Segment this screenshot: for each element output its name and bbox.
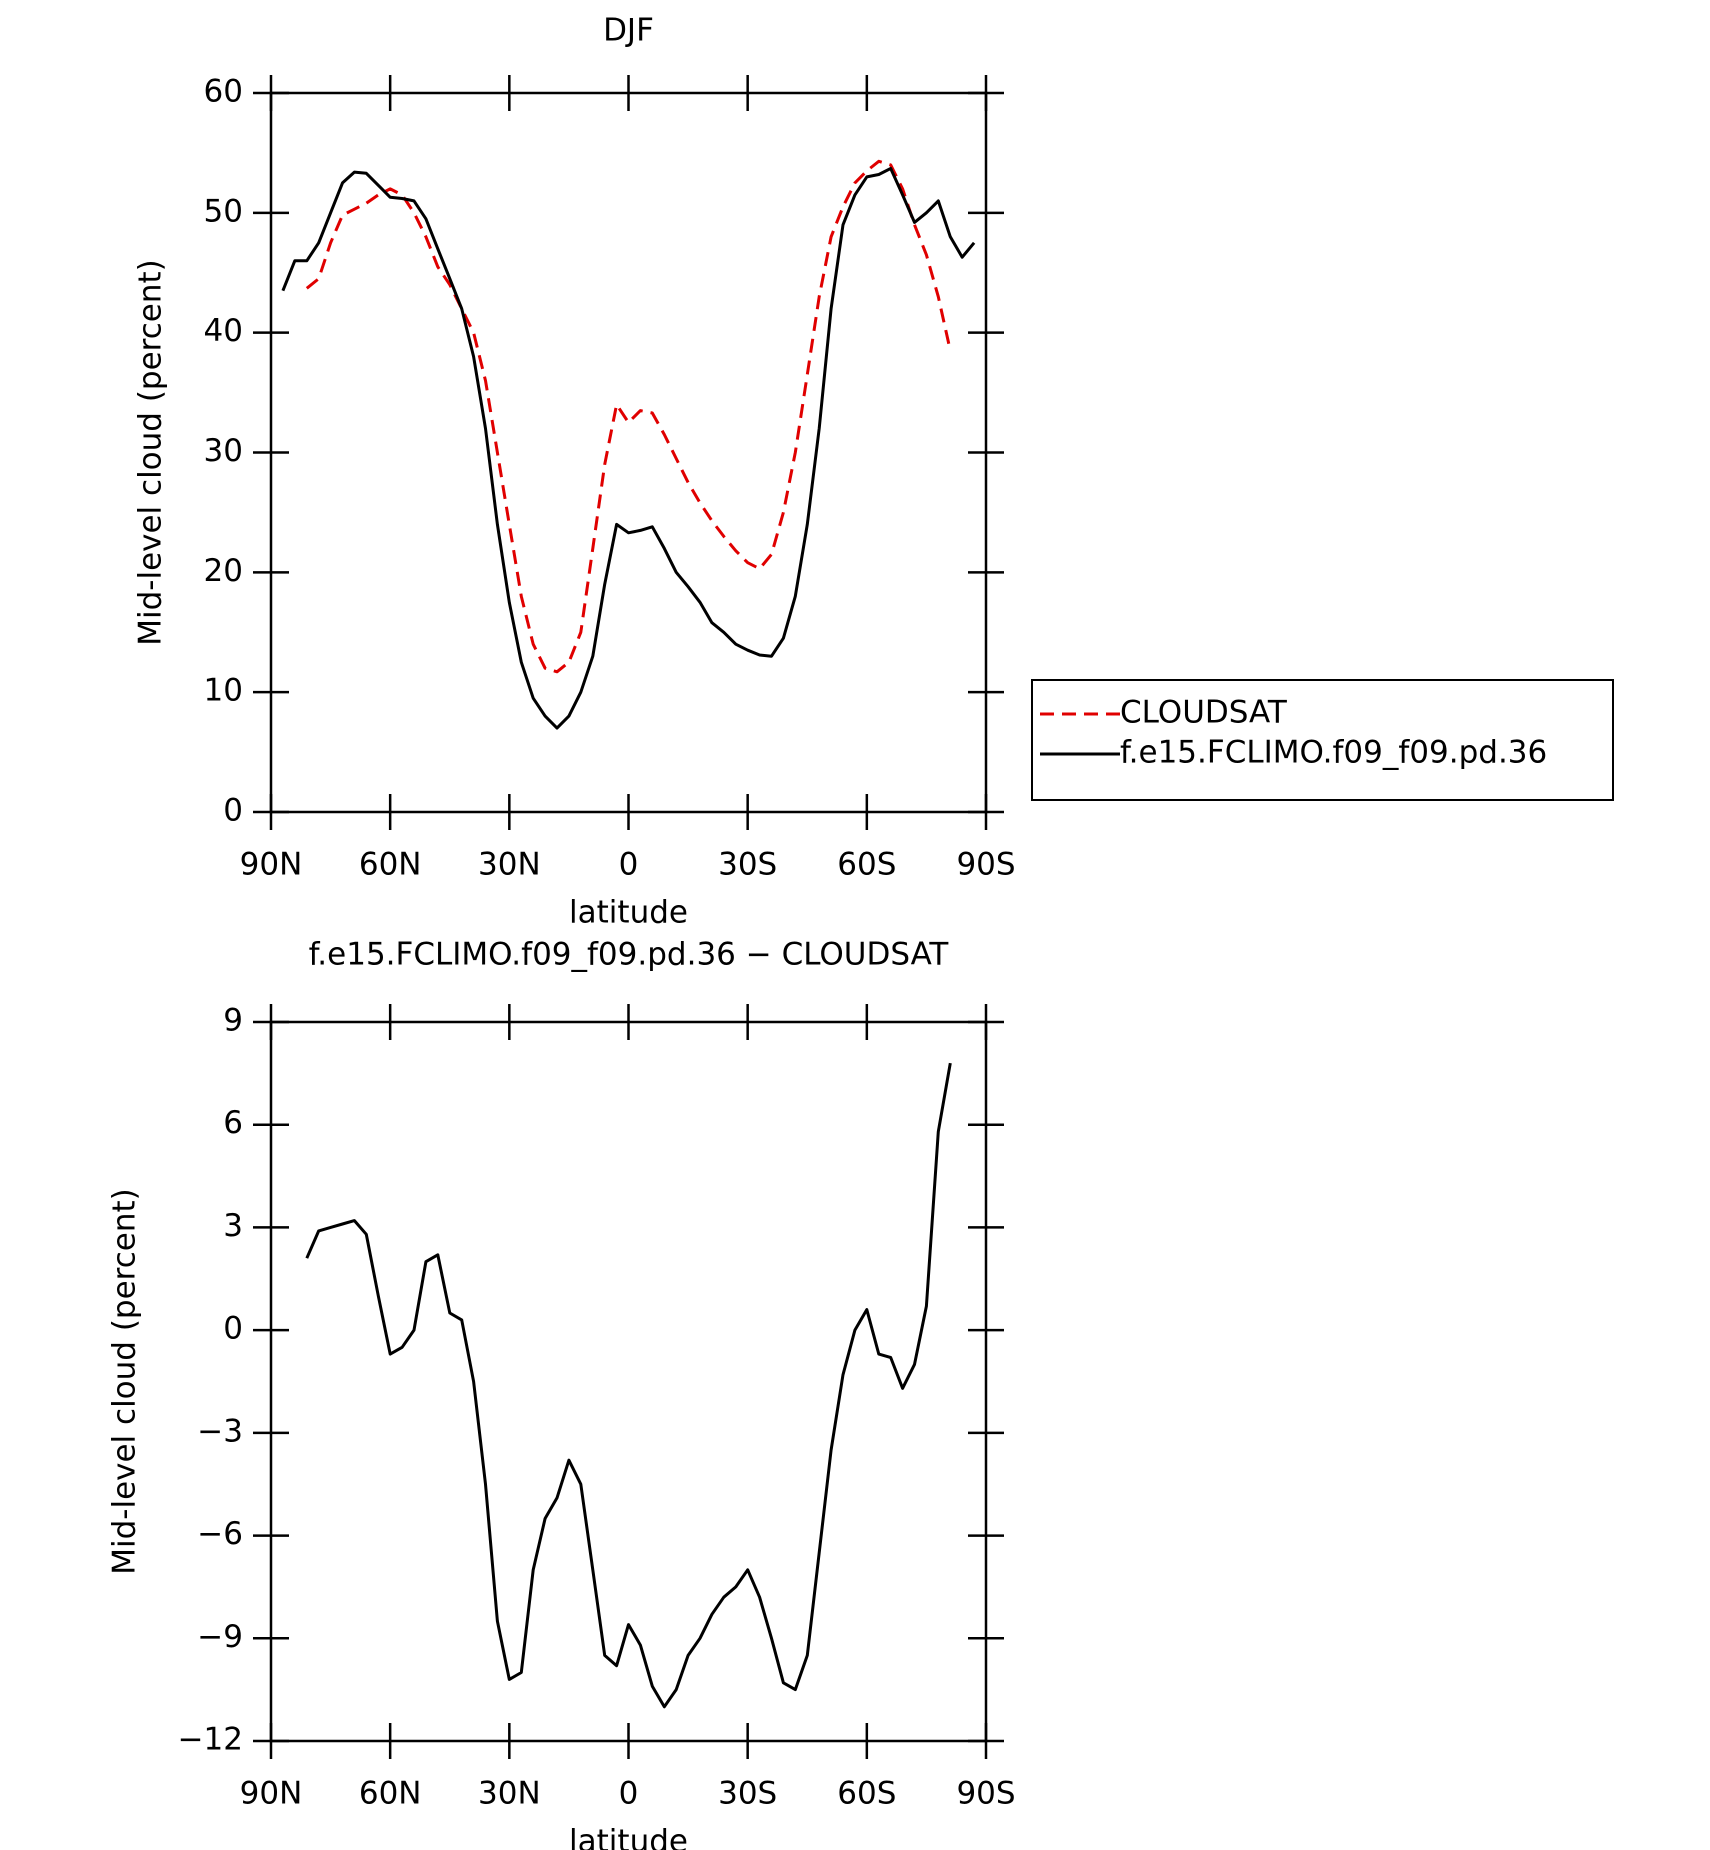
x-tick-label: 0 (619, 847, 639, 883)
legend-label: f.e15.FCLIMO.f09_f09.pd.36 (1120, 735, 1547, 771)
y-tick-label: 60 (204, 74, 243, 110)
y-tick-label: 20 (204, 553, 243, 589)
y-tick-label: 9 (223, 1003, 243, 1039)
x-tick-label: 90S (956, 1776, 1015, 1812)
x-tick-label: 60N (359, 847, 422, 883)
x-axis-label: latitude (569, 1824, 688, 1850)
x-tick-label: 30N (478, 1776, 541, 1812)
y-tick-label: −6 (197, 1516, 243, 1552)
y-tick-label: 6 (223, 1105, 243, 1141)
data-line (305, 159, 952, 674)
x-tick-label: 60S (837, 1776, 896, 1812)
x-tick-label: 60N (359, 1776, 422, 1812)
x-axis-label: latitude (569, 895, 688, 931)
y-tick-label: −3 (197, 1413, 243, 1449)
plot-frame (269, 1020, 988, 1743)
y-tick-label: 0 (223, 793, 243, 829)
x-tick-label: 30S (718, 847, 777, 883)
y-tick-label: 40 (204, 313, 243, 349)
legend-label: CLOUDSAT (1120, 695, 1288, 731)
y-tick-label: 3 (223, 1208, 243, 1244)
y-axis-label: Mid-level cloud (percent) (133, 259, 169, 646)
y-tick-label: 0 (223, 1311, 243, 1347)
y-tick-label: 30 (204, 433, 243, 469)
x-tick-label: 90N (240, 1776, 303, 1812)
chart-title: DJF (603, 13, 654, 49)
y-tick-label: 50 (204, 193, 243, 229)
chart-title: f.e15.FCLIMO.f09_f09.pd.36 − CLOUDSAT (309, 937, 950, 973)
data-line (305, 1062, 952, 1709)
legend-box (1031, 679, 1614, 801)
x-tick-label: 0 (619, 1776, 639, 1812)
y-tick-label: −9 (197, 1619, 243, 1655)
plot-frame (269, 91, 988, 814)
y-tick-label: 10 (204, 673, 243, 709)
x-tick-label: 30S (718, 1776, 777, 1812)
x-tick-label: 90N (240, 847, 303, 883)
data-line (281, 167, 976, 730)
x-tick-label: 90S (956, 847, 1015, 883)
x-tick-label: 30N (478, 847, 541, 883)
x-tick-label: 60S (837, 847, 896, 883)
y-axis-label: Mid-level cloud (percent) (107, 1188, 143, 1575)
y-tick-label: −12 (178, 1722, 243, 1758)
